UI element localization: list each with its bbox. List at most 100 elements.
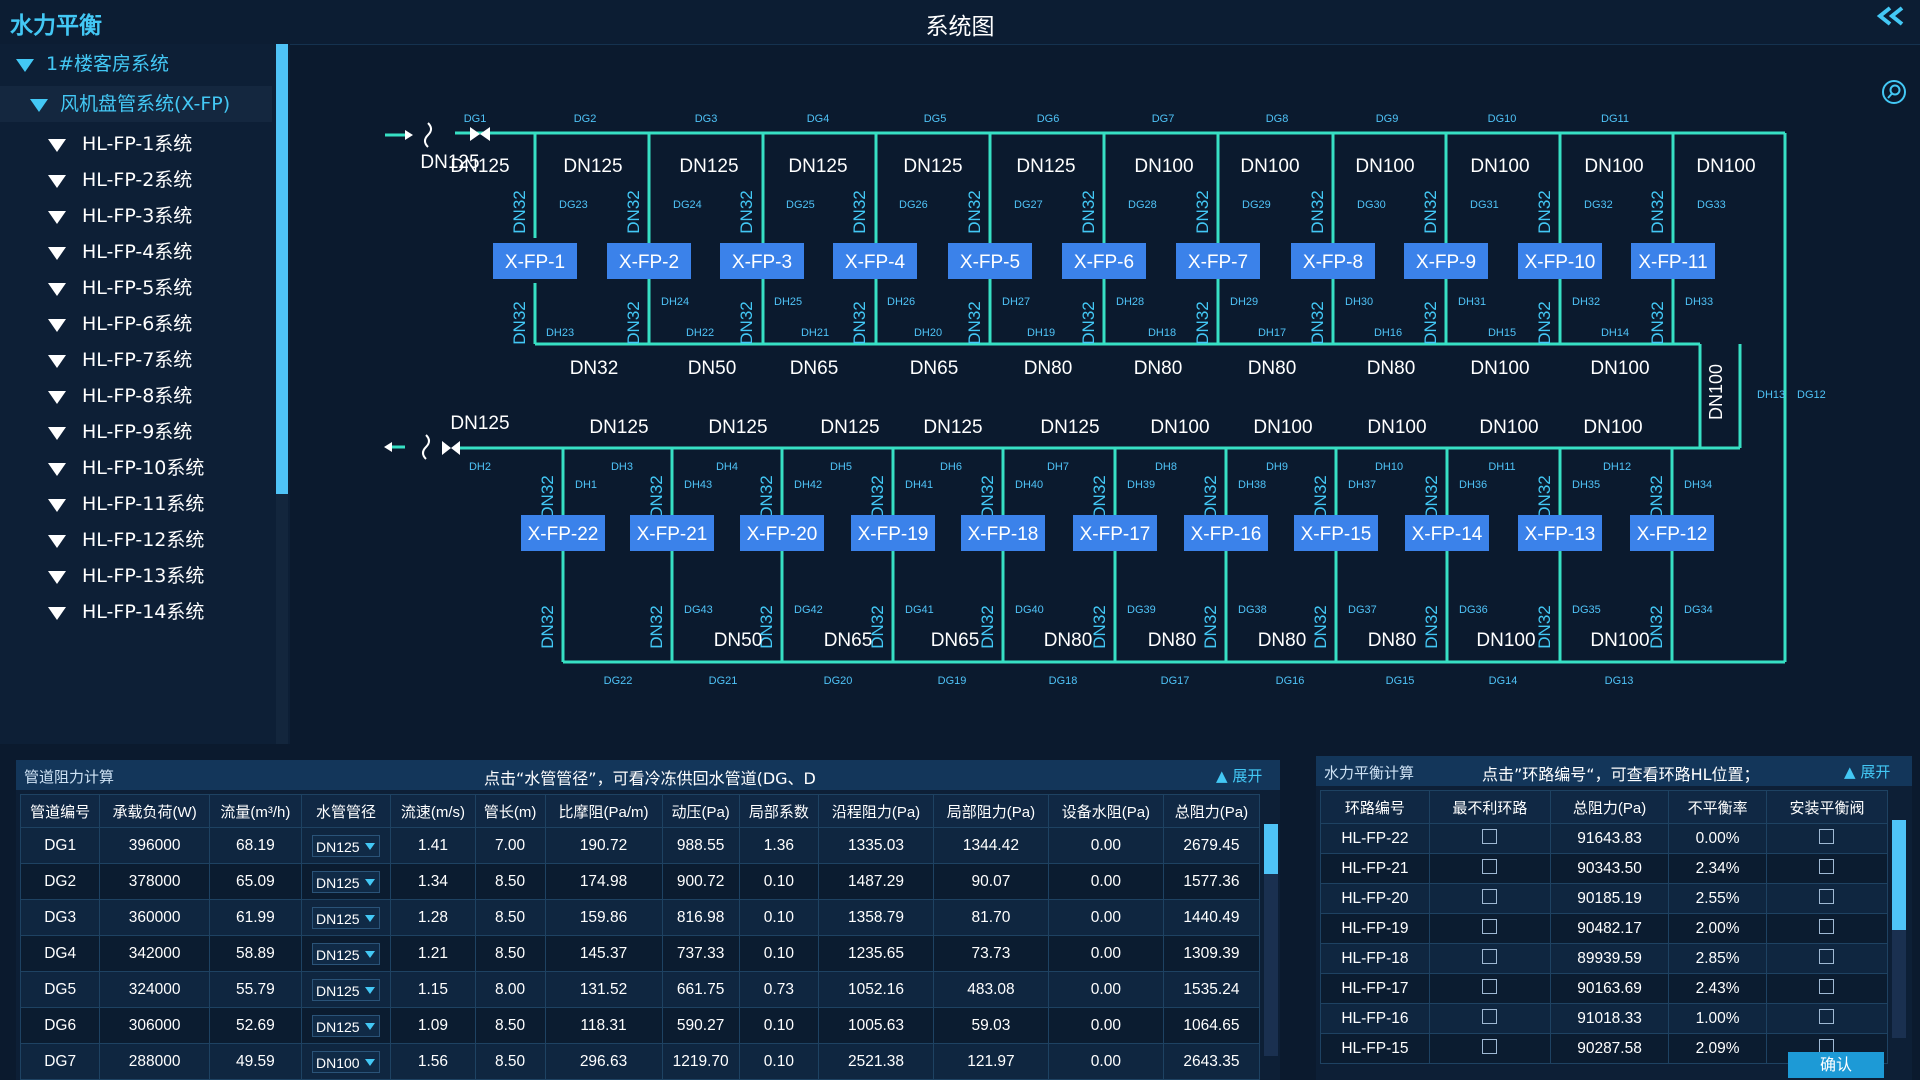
sidebar-item-hl-fp-4[interactable]: HL-FP-4系统 <box>0 234 272 270</box>
sidebar-item-hl-fp-7[interactable]: HL-FP-7系统 <box>0 342 272 378</box>
expand-button[interactable]: ▲ 展开 <box>1216 767 1263 785</box>
table-row[interactable]: HL-FP-19 90482.17 2.00% <box>1320 913 1889 944</box>
fan-coil-unit-top-5[interactable]: X-FP-5 <box>948 243 1032 279</box>
table-row[interactable]: DG5 324000 55.79 DN125 1.15 8.00 131.52 661.75 0… <box>19 971 1261 1008</box>
confirm-button[interactable]: 确认 <box>1788 1052 1884 1078</box>
fan-coil-unit-bottom-9[interactable]: X-FP-14 <box>1405 515 1489 551</box>
table-scrollbar-thumb[interactable] <box>1892 820 1906 930</box>
pipe-size-select[interactable]: DN125 <box>312 978 380 1001</box>
worst-loop-checkbox[interactable] <box>1482 1038 1498 1054</box>
table-row[interactable]: HL-FP-17 90163.69 2.43% <box>1320 973 1889 1004</box>
pipe-tag-label: DG32 <box>1584 199 1613 211</box>
fan-coil-unit-bottom-1[interactable]: X-FP-22 <box>521 515 605 551</box>
fan-coil-unit-top-6[interactable]: X-FP-6 <box>1062 243 1146 279</box>
pipe-size-select[interactable]: DN100 <box>312 1050 380 1073</box>
sidebar-item-hl-fp-13[interactable]: HL-FP-13系统 <box>0 558 272 594</box>
fan-coil-unit-bottom-8[interactable]: X-FP-15 <box>1294 515 1378 551</box>
table-row[interactable]: HL-FP-18 89939.59 2.85% <box>1320 943 1889 974</box>
pipe-size-select[interactable]: DN125 <box>312 1014 380 1037</box>
sidebar-item-hl-fp-10[interactable]: HL-FP-10系统 <box>0 450 272 486</box>
tree-node-root[interactable]: 1#楼客房系统 <box>0 46 272 82</box>
table-cell[interactable]: DN125 <box>300 899 392 936</box>
loop-id-cell[interactable]: HL-FP-18 <box>1320 943 1430 974</box>
sidebar-item-hl-fp-8[interactable]: HL-FP-8系统 <box>0 378 272 414</box>
collapse-icon[interactable] <box>1868 4 1908 34</box>
fan-coil-unit-top-7[interactable]: X-FP-7 <box>1176 243 1260 279</box>
worst-loop-checkbox[interactable] <box>1482 858 1498 874</box>
fan-coil-unit-top-10[interactable]: X-FP-10 <box>1518 243 1602 279</box>
table-row[interactable]: DG7 288000 49.59 DN100 1.56 8.50 296.63 1219.70… <box>19 1043 1261 1080</box>
fan-coil-unit-bottom-5[interactable]: X-FP-18 <box>961 515 1045 551</box>
fan-coil-unit-bottom-3[interactable]: X-FP-20 <box>740 515 824 551</box>
worst-loop-checkbox[interactable] <box>1482 948 1498 964</box>
fan-coil-unit-bottom-4[interactable]: X-FP-19 <box>851 515 935 551</box>
table-row[interactable]: HL-FP-20 90185.19 2.55% <box>1320 883 1889 914</box>
worst-loop-checkbox[interactable] <box>1482 1008 1498 1024</box>
table-row[interactable]: HL-FP-16 91018.33 1.00% <box>1320 1003 1889 1034</box>
table-cell[interactable]: DN125 <box>300 827 392 864</box>
fan-coil-unit-bottom-2[interactable]: X-FP-21 <box>630 515 714 551</box>
balance-valve-checkbox[interactable] <box>1819 858 1835 874</box>
table-cell[interactable]: DN125 <box>300 1007 392 1044</box>
sidebar-scrollbar-thumb[interactable] <box>276 44 288 494</box>
zoom-icon[interactable] <box>1880 78 1908 106</box>
worst-loop-checkbox[interactable] <box>1482 888 1498 904</box>
pipe-size-select[interactable]: DN125 <box>312 870 380 893</box>
fan-coil-unit-top-8[interactable]: X-FP-8 <box>1291 243 1375 279</box>
fan-coil-unit-bottom-7[interactable]: X-FP-16 <box>1184 515 1268 551</box>
worst-loop-checkbox[interactable] <box>1482 828 1498 844</box>
balance-valve-checkbox[interactable] <box>1819 828 1835 844</box>
loop-id-cell[interactable]: HL-FP-17 <box>1320 973 1430 1004</box>
balance-valve-checkbox[interactable] <box>1819 1008 1835 1024</box>
expand-button[interactable]: ▲ 展开 <box>1844 763 1891 781</box>
balance-valve-checkbox[interactable] <box>1819 948 1835 964</box>
table-cell[interactable]: DN100 <box>300 1043 392 1080</box>
loop-id-cell[interactable]: HL-FP-15 <box>1320 1033 1430 1064</box>
fan-coil-unit-top-2[interactable]: X-FP-2 <box>607 243 691 279</box>
fan-coil-unit-top-1[interactable]: X-FP-1 <box>493 243 577 279</box>
fan-coil-unit-bottom-6[interactable]: X-FP-17 <box>1073 515 1157 551</box>
pipe-size-select[interactable]: DN125 <box>312 906 380 929</box>
fan-coil-unit-bottom-10[interactable]: X-FP-13 <box>1518 515 1602 551</box>
fan-coil-unit-top-9[interactable]: X-FP-9 <box>1404 243 1488 279</box>
table-scrollbar-track[interactable] <box>1264 824 1278 1056</box>
table-cell[interactable]: DN125 <box>300 935 392 972</box>
table-cell[interactable]: DN125 <box>300 863 392 900</box>
loop-id-cell[interactable]: HL-FP-19 <box>1320 913 1430 944</box>
table-row[interactable]: DG4 342000 58.89 DN125 1.21 8.50 145.37 737.33 0… <box>19 935 1261 972</box>
worst-loop-checkbox[interactable] <box>1482 918 1498 934</box>
sidebar-item-hl-fp-6[interactable]: HL-FP-6系统 <box>0 306 272 342</box>
table-row[interactable]: DG3 360000 61.99 DN125 1.28 8.50 159.86 816.98 0… <box>19 899 1261 936</box>
fan-coil-unit-bottom-11[interactable]: X-FP-12 <box>1630 515 1714 551</box>
sidebar-item-hl-fp-1[interactable]: HL-FP-1系统 <box>0 126 272 162</box>
sidebar-item-hl-fp-2[interactable]: HL-FP-2系统 <box>0 162 272 198</box>
balance-valve-checkbox[interactable] <box>1819 918 1835 934</box>
tree-node-group[interactable]: 风机盘管系统(X-FP) <box>0 86 272 122</box>
table-row[interactable]: DG2 378000 65.09 DN125 1.34 8.50 174.98 900.72 0… <box>19 863 1261 900</box>
sidebar-item-hl-fp-3[interactable]: HL-FP-3系统 <box>0 198 272 234</box>
table-row[interactable]: DG6 306000 52.69 DN125 1.09 8.50 118.31 590.27 0… <box>19 1007 1261 1044</box>
table-row[interactable]: HL-FP-22 91643.83 0.00% <box>1320 823 1889 854</box>
fan-coil-unit-top-11[interactable]: X-FP-11 <box>1631 243 1715 279</box>
loop-id-cell[interactable]: HL-FP-22 <box>1320 823 1430 854</box>
sidebar-item-hl-fp-14[interactable]: HL-FP-14系统 <box>0 594 272 630</box>
loop-id-cell[interactable]: HL-FP-20 <box>1320 883 1430 914</box>
sidebar-item-hl-fp-9[interactable]: HL-FP-9系统 <box>0 414 272 450</box>
sidebar-item-hl-fp-11[interactable]: HL-FP-11系统 <box>0 486 272 522</box>
fan-coil-unit-top-3[interactable]: X-FP-3 <box>720 243 804 279</box>
table-row[interactable]: HL-FP-21 90343.50 2.34% <box>1320 853 1889 884</box>
loop-id-cell[interactable]: HL-FP-21 <box>1320 853 1430 884</box>
table-row[interactable]: HL-FP-15 90287.58 2.09% <box>1320 1033 1889 1064</box>
pipe-size-select[interactable]: DN125 <box>312 942 380 965</box>
sidebar-item-hl-fp-12[interactable]: HL-FP-12系统 <box>0 522 272 558</box>
balance-valve-checkbox[interactable] <box>1819 978 1835 994</box>
sidebar-item-hl-fp-5[interactable]: HL-FP-5系统 <box>0 270 272 306</box>
loop-id-cell[interactable]: HL-FP-16 <box>1320 1003 1430 1034</box>
worst-loop-checkbox[interactable] <box>1482 978 1498 994</box>
fan-coil-unit-top-4[interactable]: X-FP-4 <box>833 243 917 279</box>
balance-valve-checkbox[interactable] <box>1819 888 1835 904</box>
table-row[interactable]: DG1 396000 68.19 DN125 1.41 7.00 190.72 988.55 1… <box>19 827 1261 864</box>
table-scrollbar-thumb[interactable] <box>1264 824 1278 874</box>
pipe-size-select[interactable]: DN125 <box>312 834 380 857</box>
table-cell[interactable]: DN125 <box>300 971 392 1008</box>
